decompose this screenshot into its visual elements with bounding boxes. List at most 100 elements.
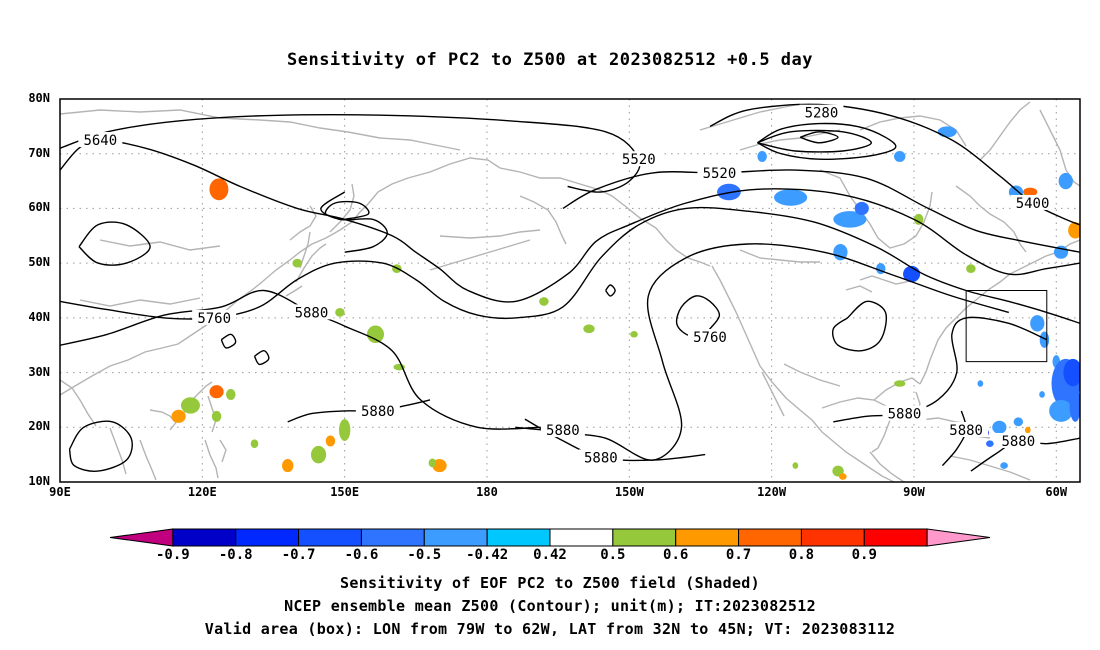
contour-label: 5520 bbox=[703, 166, 737, 182]
contour-label: 5880 bbox=[888, 407, 922, 423]
lat-tick-label: 60N bbox=[28, 200, 50, 215]
colorbar-box bbox=[863, 528, 928, 547]
colorbar-low-triangle bbox=[109, 528, 174, 547]
contour-label: 5880 bbox=[361, 404, 395, 420]
contour-label: 5400 bbox=[1016, 196, 1050, 212]
lat-tick-label: 20N bbox=[28, 419, 50, 434]
colorbar-tick-label: -0.6 bbox=[344, 547, 379, 563]
sensitivity-patch bbox=[937, 126, 957, 138]
footer-valid-area-caption: Valid area (box): LON from 79W to 62W, L… bbox=[204, 620, 896, 638]
colorbar-box bbox=[235, 528, 300, 547]
colorbar-box bbox=[172, 528, 237, 547]
sensitivity-patch bbox=[992, 420, 1007, 434]
sensitivity-patch bbox=[325, 435, 336, 447]
sensitivity-patch bbox=[282, 459, 294, 473]
sensitivity-patch bbox=[757, 150, 767, 162]
lon-tick-label: 90E bbox=[49, 485, 71, 499]
contour-loop bbox=[253, 349, 270, 366]
sensitivity-patch bbox=[854, 201, 869, 215]
z500-contours bbox=[60, 103, 1080, 472]
sensitivity-patch bbox=[1068, 222, 1080, 239]
lon-tick-label: 90W bbox=[903, 485, 925, 499]
contour-label-bg bbox=[192, 309, 237, 325]
sensitivity-patch bbox=[338, 419, 351, 441]
contour-label-bg bbox=[697, 164, 742, 180]
contour-label: 5520 bbox=[622, 152, 656, 168]
contour-label: 5880 bbox=[546, 423, 580, 439]
sensitivity-patch bbox=[1063, 358, 1080, 387]
colorbar-box bbox=[549, 528, 614, 547]
lon-tick-label: 150W bbox=[614, 485, 644, 499]
sensitivity-patch bbox=[1049, 399, 1073, 422]
contour-label-bg bbox=[882, 405, 927, 421]
lat-tick-label: 70N bbox=[28, 145, 50, 160]
contour-loop bbox=[78, 221, 151, 266]
sensitivity-patch bbox=[292, 258, 302, 268]
z500-contour-labels: 5280540055205520564057605760588058805880… bbox=[78, 104, 1055, 466]
contour-label: 5880 bbox=[584, 450, 618, 466]
colorbar-box bbox=[675, 528, 740, 547]
colorbar-tick-label: 0.42 bbox=[533, 547, 567, 563]
colorbar-tick-label: -0.42 bbox=[466, 547, 509, 563]
footer-contour-caption: NCEP ensemble mean Z500 (Contour); unit(… bbox=[284, 597, 816, 615]
sensitivity-patch bbox=[428, 458, 437, 468]
sensitivity-patch bbox=[774, 189, 808, 206]
sensitivity-patch bbox=[913, 213, 924, 225]
contour-label-bg bbox=[540, 422, 585, 438]
colorbar-box bbox=[612, 528, 677, 547]
sensitivity-patch bbox=[1069, 388, 1080, 422]
contour-label: 5280 bbox=[805, 106, 839, 122]
sensitivity-patch bbox=[833, 243, 848, 261]
contour-label: 5880 bbox=[1001, 434, 1035, 450]
contour-label-bg bbox=[78, 132, 123, 148]
lat-tick-label: 10N bbox=[28, 474, 50, 488]
contour-label: 5640 bbox=[83, 133, 117, 149]
sensitivity-patch bbox=[335, 308, 345, 317]
sensitivity-patch bbox=[211, 410, 222, 422]
sensitivity-patch bbox=[986, 440, 994, 447]
colorbar-box bbox=[800, 528, 865, 547]
lat-tick-label: 30N bbox=[28, 364, 50, 379]
colorbar-tick-label: 0.6 bbox=[663, 547, 689, 563]
sensitivity-patch bbox=[539, 297, 549, 306]
sensitivity-patch bbox=[1023, 187, 1038, 197]
sensitivity-patch bbox=[1030, 315, 1045, 332]
z500-contour-loops bbox=[68, 129, 888, 472]
footer-shading-caption: Sensitivity of EOF PC2 to Z500 field (Sh… bbox=[340, 574, 760, 592]
contour-5880 bbox=[833, 316, 1048, 423]
contour-label-bg bbox=[944, 422, 989, 438]
colorbar-box bbox=[360, 528, 425, 547]
contour-label-bg bbox=[578, 449, 623, 465]
contour-label: 5760 bbox=[693, 330, 727, 346]
sensitivity-patch bbox=[838, 473, 847, 480]
lat-tick-label: 40N bbox=[28, 309, 50, 324]
contour-loop bbox=[320, 191, 389, 253]
sensitivity-patch bbox=[171, 409, 186, 423]
contour-loop bbox=[757, 129, 873, 153]
colorbar bbox=[109, 528, 991, 547]
contour-label: 5760 bbox=[197, 311, 231, 327]
contour-loop bbox=[605, 284, 616, 297]
sensitivity-patch bbox=[833, 211, 867, 228]
sensitivity-patch bbox=[583, 324, 595, 334]
colorbar-tick-label: 0.7 bbox=[725, 547, 752, 563]
colorbar-box bbox=[298, 528, 362, 547]
lon-tick-label: 120W bbox=[757, 485, 787, 499]
lon-tick-label: 120E bbox=[187, 485, 217, 499]
contour-5280 bbox=[757, 122, 897, 160]
colorbar-box bbox=[423, 528, 488, 547]
sensitivity-patch bbox=[226, 388, 236, 400]
lon-tick-label: 60W bbox=[1045, 485, 1068, 499]
contour-label-bg bbox=[616, 151, 661, 167]
valid-area-box bbox=[965, 290, 1048, 363]
sensitivity-patch bbox=[1039, 391, 1045, 398]
contour-loop bbox=[68, 420, 133, 472]
colorbar-tick-label: 0.5 bbox=[600, 547, 626, 563]
sensitivity-patch bbox=[1024, 426, 1031, 434]
contour-loop bbox=[831, 300, 888, 352]
colorbar-tick-label: -0.7 bbox=[281, 547, 316, 563]
colorbar-high-triangle bbox=[926, 528, 991, 547]
sensitivity-patch bbox=[310, 445, 327, 464]
sensitivity-patch bbox=[1000, 462, 1008, 469]
contour-label-bg bbox=[355, 402, 400, 418]
